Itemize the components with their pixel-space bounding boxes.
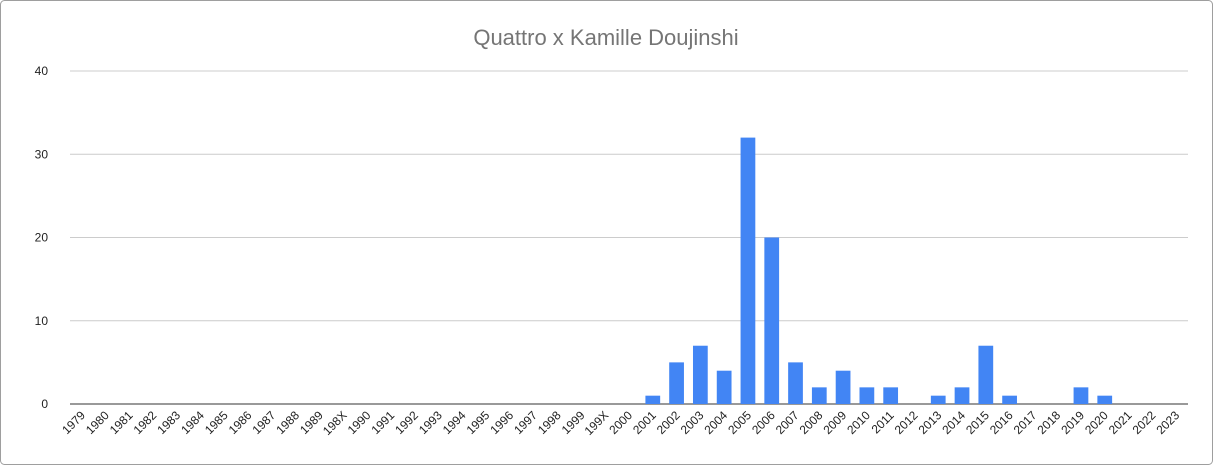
y-tick-label: 10 [35, 314, 49, 328]
y-tick-label: 20 [35, 231, 49, 245]
bar [930, 395, 946, 404]
bar [859, 387, 875, 404]
bar [788, 362, 803, 404]
bar [883, 387, 899, 404]
bar [740, 137, 756, 404]
bar [835, 370, 851, 404]
bar [1073, 387, 1089, 404]
bar [692, 345, 708, 404]
bar [764, 237, 780, 404]
bar [669, 362, 684, 404]
bar [1097, 395, 1113, 404]
bar [1002, 395, 1017, 404]
y-tick-label: 40 [35, 64, 49, 78]
chart-title: Quattro x Kamille Doujinshi [473, 25, 738, 50]
y-tick-label: 30 [35, 147, 49, 161]
bar [978, 345, 994, 404]
bar [716, 370, 732, 404]
bar [645, 395, 661, 404]
bar [811, 387, 827, 404]
y-tick-label: 0 [41, 397, 48, 411]
bar [954, 387, 970, 404]
